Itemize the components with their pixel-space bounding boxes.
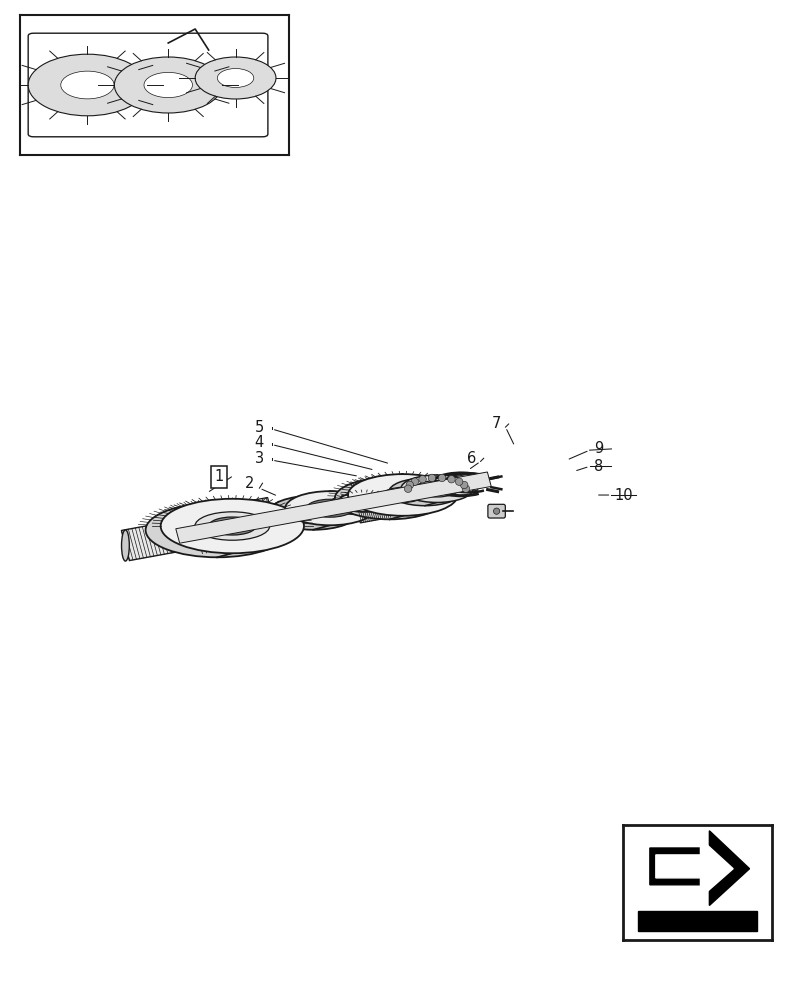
Ellipse shape [334, 478, 444, 519]
Ellipse shape [337, 492, 390, 512]
Polygon shape [121, 521, 181, 561]
Ellipse shape [382, 487, 422, 503]
Ellipse shape [145, 503, 288, 557]
Polygon shape [349, 479, 392, 523]
Text: 8: 8 [593, 459, 603, 474]
Polygon shape [655, 839, 732, 897]
Circle shape [217, 69, 254, 87]
Ellipse shape [401, 475, 472, 502]
Ellipse shape [285, 491, 374, 525]
Ellipse shape [329, 494, 381, 514]
Circle shape [460, 481, 467, 489]
Polygon shape [302, 493, 357, 524]
Polygon shape [649, 831, 748, 906]
Circle shape [114, 57, 222, 113]
Ellipse shape [403, 484, 446, 500]
Text: 4: 4 [255, 435, 263, 450]
Ellipse shape [306, 499, 353, 517]
Ellipse shape [289, 504, 336, 522]
Ellipse shape [369, 491, 409, 506]
Ellipse shape [161, 499, 304, 553]
Ellipse shape [121, 530, 129, 561]
Circle shape [418, 475, 426, 483]
Ellipse shape [389, 478, 461, 506]
Ellipse shape [348, 474, 457, 516]
Circle shape [195, 57, 275, 99]
Circle shape [428, 474, 435, 482]
FancyBboxPatch shape [487, 504, 505, 518]
Polygon shape [176, 472, 491, 543]
Text: 10: 10 [613, 488, 633, 503]
Ellipse shape [415, 480, 459, 497]
Circle shape [404, 485, 411, 492]
Ellipse shape [194, 521, 241, 539]
Circle shape [493, 508, 499, 514]
Circle shape [438, 474, 445, 482]
Polygon shape [271, 503, 308, 528]
Circle shape [454, 478, 463, 485]
FancyBboxPatch shape [28, 33, 267, 137]
Text: 3: 3 [255, 451, 263, 466]
Circle shape [28, 54, 146, 116]
Polygon shape [638, 911, 756, 931]
Text: 5: 5 [255, 420, 263, 435]
Polygon shape [174, 518, 219, 547]
Circle shape [410, 478, 418, 485]
Text: 1: 1 [214, 469, 223, 484]
Ellipse shape [194, 512, 269, 540]
Circle shape [447, 475, 454, 483]
Circle shape [144, 72, 192, 98]
Polygon shape [190, 498, 279, 554]
Text: 9: 9 [593, 441, 603, 456]
Circle shape [462, 485, 469, 492]
Ellipse shape [268, 496, 357, 530]
Text: 7: 7 [491, 416, 500, 431]
Ellipse shape [184, 515, 259, 543]
Text: 2: 2 [245, 476, 255, 491]
Ellipse shape [209, 517, 255, 535]
Circle shape [61, 71, 114, 99]
Circle shape [406, 481, 413, 489]
Text: 6: 6 [466, 451, 475, 466]
Polygon shape [448, 473, 477, 495]
